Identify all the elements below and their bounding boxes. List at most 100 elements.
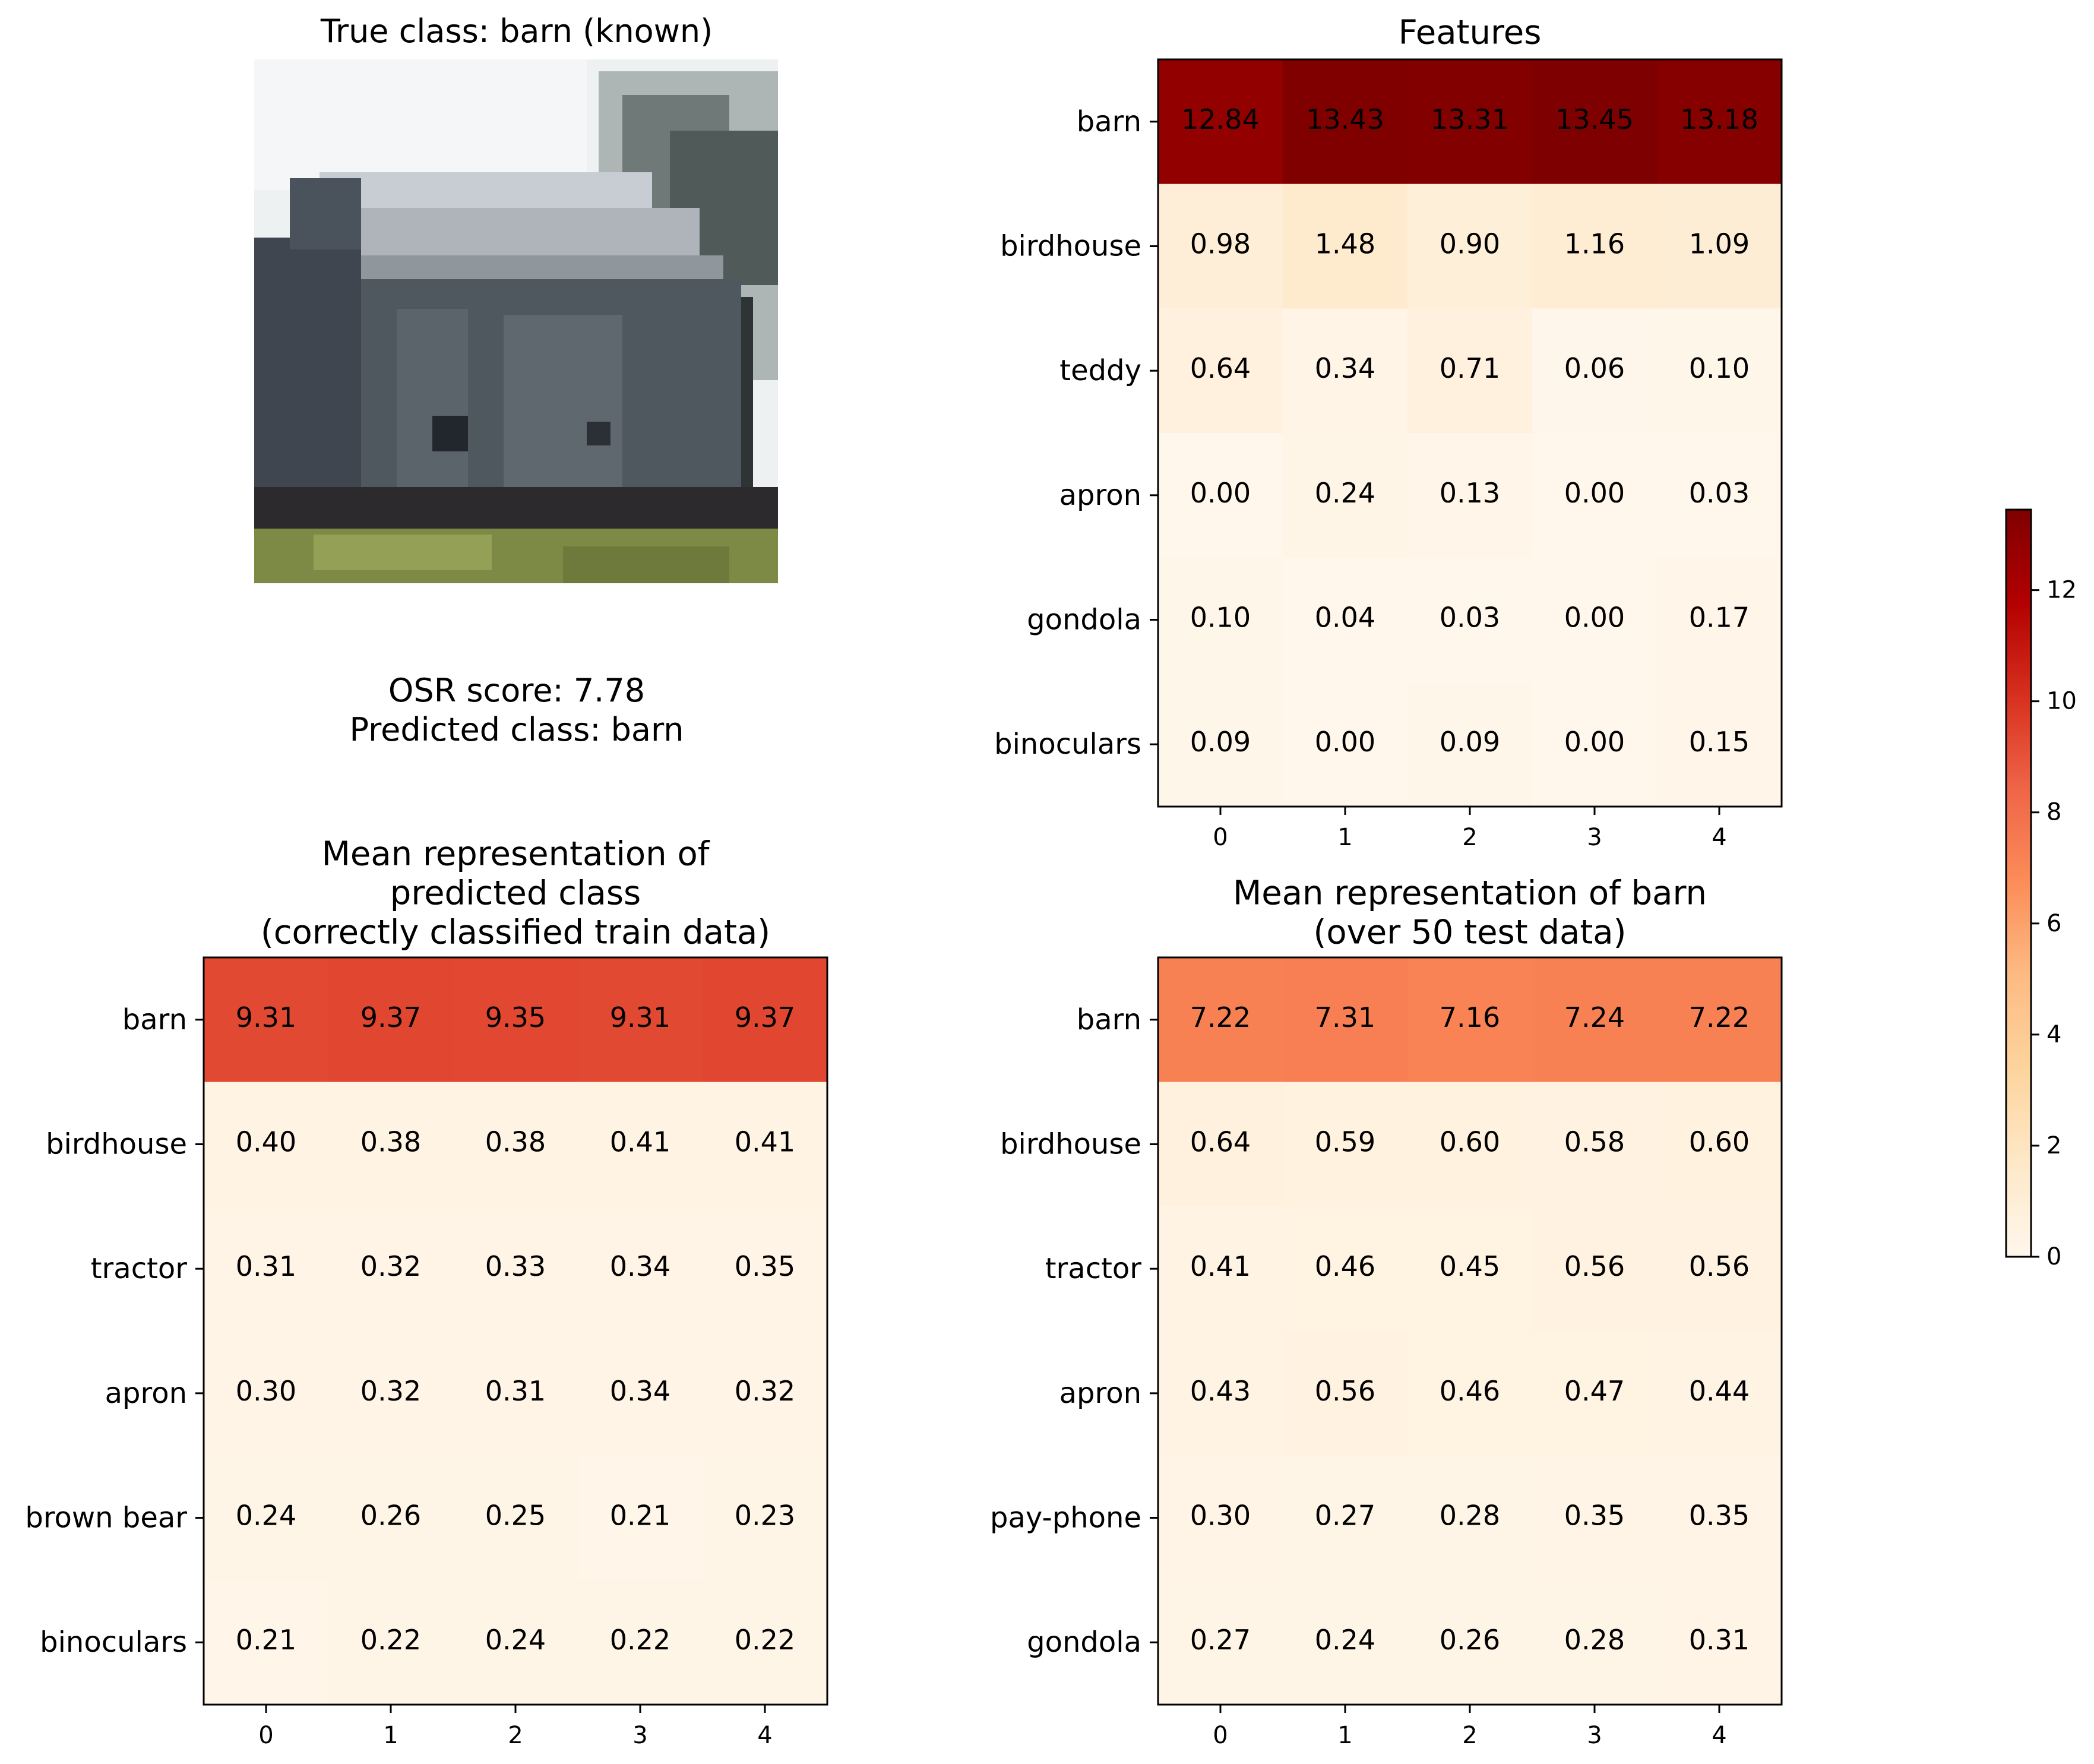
heatmap-cell [703,957,828,1083]
y-tick-label: binoculars [994,728,1141,761]
cell-value-label: 0.22 [735,1624,795,1656]
x-tick-label: 1 [1337,1722,1352,1749]
osr-score: OSR score: 7.78 [388,672,646,709]
chart-title: Mean representation of [322,835,710,874]
cell-value-label: 0.41 [1190,1250,1251,1282]
heatmap-cell [703,1455,828,1580]
heatmap-cell [328,1206,454,1332]
heatmap-cell [1283,1455,1408,1580]
y-tick-label: brown bear [25,1501,187,1535]
cell-value-label: 0.26 [360,1500,421,1532]
x-tick-label: 4 [757,1722,772,1749]
heatmap-cell [1657,1455,1782,1580]
colorbar-tick-label: 4 [2046,1021,2061,1048]
heatmap-cell [1283,682,1408,807]
y-tick-label: apron [105,1377,187,1410]
x-tick-label: 0 [258,1722,273,1749]
cell-value-label: 0.31 [236,1250,296,1282]
heatmap-cell [1407,1082,1533,1207]
cell-value-label: 1.48 [1315,228,1375,260]
x-tick-label: 1 [1337,824,1352,851]
heatmap-cell [1532,184,1658,309]
y-tick-label: birdhouse [1000,1128,1141,1161]
heatmap-cell [1283,957,1408,1083]
heatmap-cell [1532,1082,1658,1207]
cell-value-label: 0.34 [610,1375,670,1407]
heatmap-cell [1158,308,1283,434]
heatmap-cell [1407,557,1533,682]
chart-title: Features [1399,14,1542,52]
y-tick-label: barn [1077,105,1141,138]
cell-value-label: 0.44 [1689,1375,1750,1407]
cell-value-label: 7.24 [1564,1001,1625,1033]
heatmap-cell [1657,433,1782,558]
cell-value-label: 0.25 [485,1500,546,1532]
heatmap-cell [453,1331,578,1456]
heatmap-cell [1158,957,1283,1083]
cell-value-label: 0.06 [1564,352,1625,384]
heatmap-cell [1532,1455,1658,1580]
cell-value-label: 0.90 [1440,228,1500,260]
heatmap-cell [1158,184,1283,309]
heatmap-cell [1283,1082,1408,1207]
x-tick-label: 1 [383,1722,398,1749]
x-tick-label: 3 [632,1722,647,1749]
x-tick-label: 2 [1462,1722,1477,1749]
chart-title: Mean representation of barn [1233,874,1707,913]
cell-value-label: 0.00 [1315,726,1375,758]
cell-value-label: 0.35 [1564,1500,1625,1532]
cell-value-label: 13.18 [1680,103,1758,135]
heatmap-cell [1532,957,1658,1083]
heatmap-cell [1532,557,1658,682]
cell-value-label: 0.56 [1564,1250,1625,1282]
x-tick-label: 4 [1712,1722,1726,1749]
y-tick-label: tractor [91,1252,188,1285]
heatmap-cell [1283,1580,1408,1705]
cell-value-label: 9.31 [236,1001,296,1033]
heatmap-cell [1532,308,1658,434]
x-tick-label: 2 [1462,824,1477,851]
chart-title: (correctly classified train data) [261,913,770,952]
cell-value-label: 0.21 [236,1624,296,1656]
heatmap-cell [204,957,329,1083]
cell-value-label: 0.28 [1564,1624,1625,1656]
cell-value-label: 9.35 [485,1001,546,1033]
cell-value-label: 0.41 [610,1126,670,1158]
cell-value-label: 0.64 [1190,352,1251,384]
heatmap-cell [1407,1580,1533,1705]
x-tick-label: 3 [1587,824,1602,851]
cell-value-label: 0.23 [735,1500,795,1532]
cell-value-label: 0.27 [1315,1500,1375,1532]
heatmap-cell [1407,1206,1533,1332]
cell-value-label: 13.31 [1431,103,1509,135]
cell-value-label: 0.38 [485,1126,546,1158]
cell-value-label: 12.84 [1181,103,1260,135]
heatmap-cell [453,1082,578,1207]
heatmap-cell [328,1580,454,1705]
heatmap-cell [1407,682,1533,807]
heatmap-cell [578,1331,703,1456]
cell-value-label: 0.45 [1440,1250,1500,1282]
cell-value-label: 7.31 [1315,1001,1375,1033]
colorbar-tick-label: 8 [2046,799,2061,826]
colorbar-tick-label: 10 [2046,688,2077,715]
heatmap-cell [1407,1331,1533,1456]
cell-value-label: 0.47 [1564,1375,1625,1407]
colorbar-tick-label: 6 [2046,910,2061,937]
heatmap-cell [1158,59,1283,185]
y-tick-label: apron [1059,479,1141,512]
cell-value-label: 0.24 [485,1624,546,1656]
cell-value-label: 1.16 [1564,228,1625,260]
heatmap-cell [328,1455,454,1580]
y-tick-label: birdhouse [1000,230,1141,263]
cell-value-label: 0.33 [485,1250,546,1282]
cell-value-label: 9.37 [735,1001,795,1033]
heatmap-cell [1532,1580,1658,1705]
heatmap-cell [204,1082,329,1207]
heatmap-cell [1657,1580,1782,1705]
cell-value-label: 0.00 [1564,602,1625,634]
heatmap-cell [1657,1206,1782,1332]
heatmap-cell [1283,433,1408,558]
y-tick-label: tractor [1045,1252,1142,1285]
